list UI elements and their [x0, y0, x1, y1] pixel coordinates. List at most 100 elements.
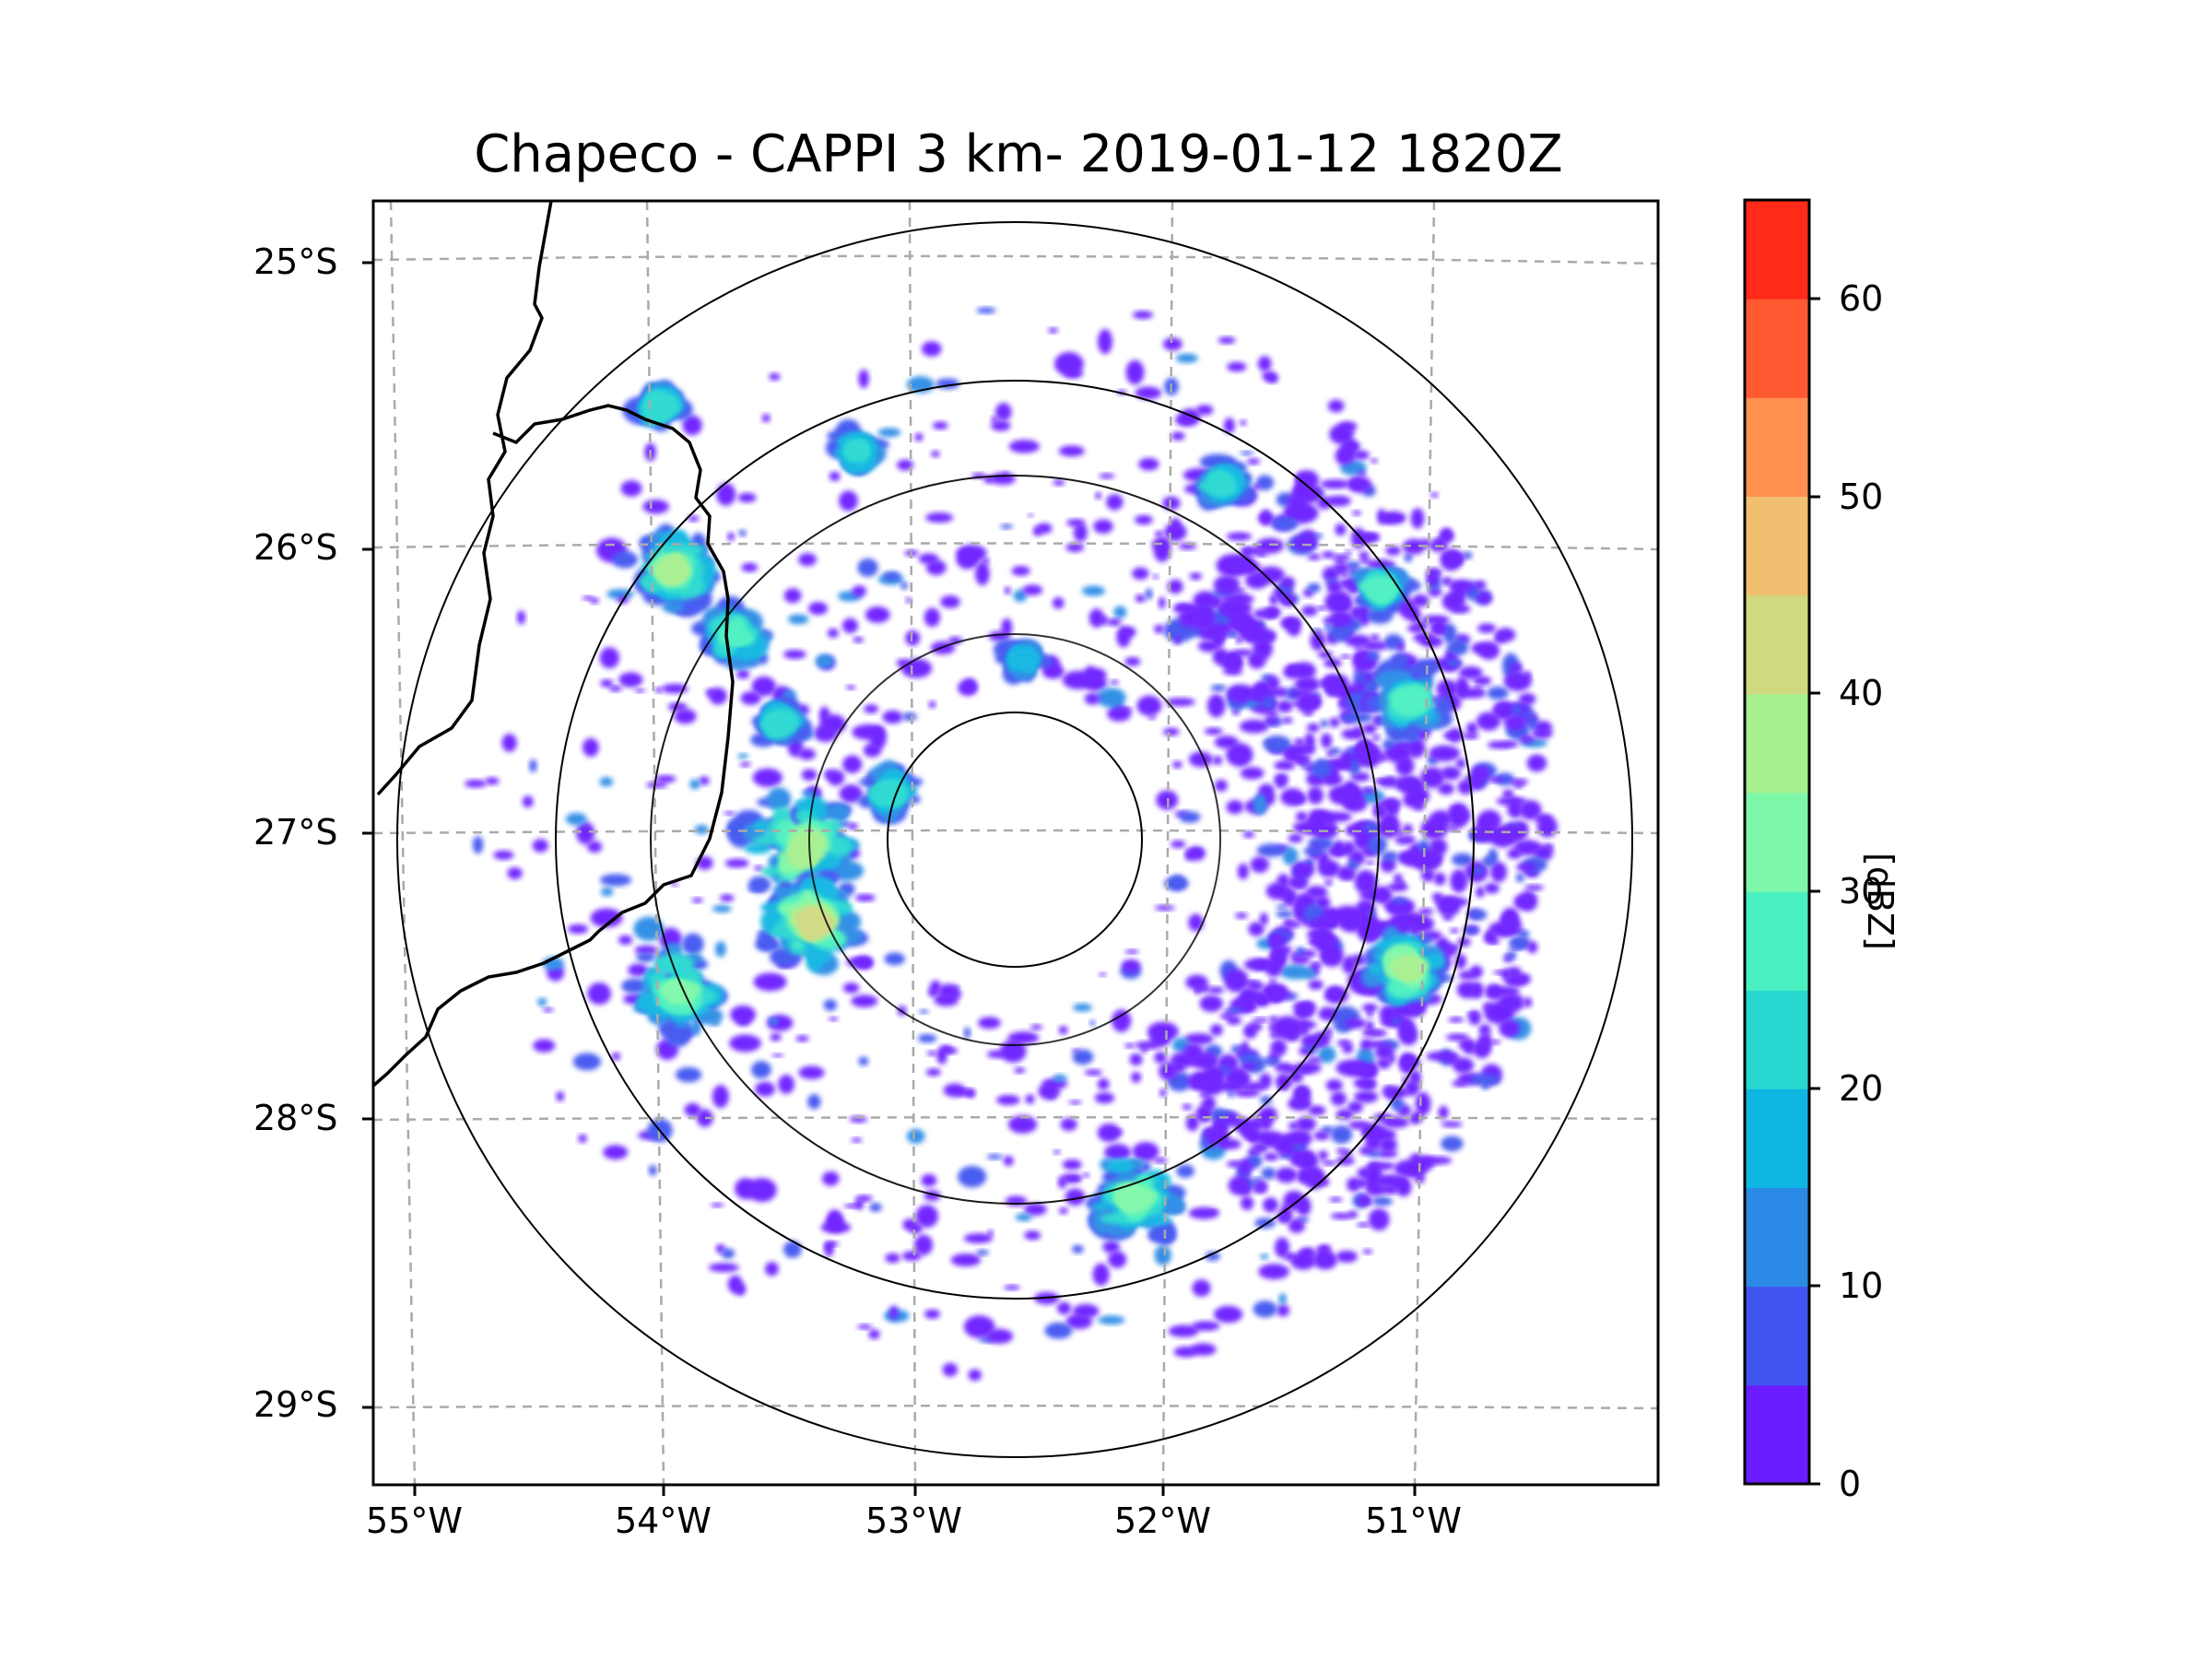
echo-speckle — [842, 755, 863, 774]
echo-speckle — [1352, 450, 1370, 460]
echo-speckle — [618, 935, 633, 946]
echo-speckle — [1329, 1196, 1343, 1203]
echo-band — [1458, 666, 1483, 679]
echo-speckle — [1053, 1074, 1067, 1082]
echo-speckle — [1057, 1176, 1067, 1189]
echo-band — [1404, 552, 1413, 562]
echo-speckle — [1167, 579, 1183, 594]
echo-speckle — [888, 1305, 899, 1320]
echo-speckle — [1295, 1116, 1316, 1132]
echo-band — [1410, 508, 1425, 529]
echo-speckle — [465, 779, 487, 788]
echo-speckle — [1330, 1212, 1353, 1219]
echo-speckle — [1089, 1019, 1096, 1027]
colorbar-segment — [1745, 496, 1809, 596]
echo-band — [1359, 551, 1370, 561]
echo-band — [1228, 1089, 1234, 1098]
echo-speckle — [1083, 665, 1098, 686]
echo-speckle — [1184, 849, 1194, 861]
echo-band — [1518, 692, 1536, 705]
echo-speckle — [628, 963, 649, 977]
echo-band — [1307, 786, 1324, 805]
range-rings — [396, 221, 1633, 1458]
echo-band — [1447, 639, 1469, 656]
echo-core — [762, 713, 792, 739]
echo-speckle — [1025, 1094, 1035, 1104]
echo-band — [1253, 992, 1266, 1006]
echo-speckle — [1248, 922, 1265, 936]
echo-core — [658, 565, 688, 579]
echo-speckle — [1000, 524, 1013, 529]
echo-speckle — [1132, 1141, 1159, 1161]
echo-speckle — [934, 993, 959, 1006]
echo-core — [747, 886, 766, 892]
echo-band — [1213, 575, 1241, 594]
echo-speckle — [771, 1053, 784, 1058]
echo-band — [1331, 760, 1348, 769]
echo-band — [1263, 735, 1292, 753]
echo-speckle — [689, 779, 700, 790]
echo-band — [1400, 1057, 1421, 1068]
echo-speckle — [857, 1324, 873, 1330]
echo-band — [1487, 686, 1509, 700]
echo-band — [1409, 1153, 1423, 1165]
echo-band — [1327, 817, 1335, 828]
echo-band — [1499, 1018, 1520, 1038]
echo-band — [1349, 606, 1365, 619]
echo-band — [1335, 1250, 1359, 1263]
echo-band — [1252, 1143, 1268, 1153]
colorbar-tick-30: 30 — [1839, 871, 1884, 912]
echo-band — [1295, 811, 1308, 822]
echo-band — [1368, 1149, 1381, 1158]
echo-band — [1408, 923, 1420, 937]
graticule — [373, 201, 1658, 1485]
echo-core — [879, 786, 895, 794]
echo-speckle — [1441, 1121, 1463, 1128]
echo-speckle — [1482, 1002, 1494, 1011]
echo-speckle — [921, 341, 942, 357]
lon-label-51w: 51°W — [1365, 1500, 1462, 1541]
echo-speckle — [485, 777, 500, 785]
echo-speckle — [765, 1262, 779, 1277]
echo-speckle — [1207, 986, 1225, 994]
echo-speckle — [848, 822, 858, 830]
echo-band — [1335, 1147, 1347, 1154]
echo-band — [1298, 1019, 1309, 1030]
echo-band — [1219, 594, 1248, 604]
echo-speckle — [688, 515, 700, 522]
echo-band — [1447, 802, 1470, 829]
echo-speckle — [1376, 1149, 1398, 1159]
echo-speckle — [1154, 624, 1164, 634]
echo-speckle — [863, 743, 882, 758]
echo-speckle — [739, 761, 751, 767]
echo-speckle — [1218, 336, 1236, 345]
colorbar-frame — [1743, 198, 1811, 1486]
echo-speckle — [691, 897, 703, 903]
echo-speckle — [851, 1137, 863, 1143]
echo-speckle — [1044, 1322, 1073, 1339]
echo-speckle — [736, 1015, 751, 1026]
echo-band — [1302, 847, 1324, 855]
echo-band — [1301, 606, 1318, 617]
echo-band — [1281, 888, 1298, 907]
echo-speckle — [869, 1202, 882, 1212]
echo-band — [1402, 778, 1425, 795]
echo-band — [1238, 1159, 1253, 1176]
echo-speckle — [1302, 969, 1316, 980]
echo-band — [1446, 659, 1462, 667]
echo-band — [1287, 1129, 1312, 1147]
echo-speckle — [1162, 496, 1181, 511]
echo-speckle — [950, 1253, 982, 1267]
echo-band — [1240, 1062, 1256, 1071]
echo-speckle — [472, 836, 484, 854]
echo-band — [1329, 610, 1353, 628]
echo-band — [1457, 684, 1468, 694]
echo-speckle — [884, 952, 906, 966]
echo-band — [1274, 760, 1296, 771]
echo-speckle — [877, 428, 901, 438]
echo-band — [1218, 1080, 1244, 1092]
echo-speckle — [1242, 830, 1255, 839]
echo-band — [1357, 922, 1382, 943]
echo-speckle — [1072, 1003, 1092, 1012]
echo-speckle — [1240, 1195, 1254, 1211]
